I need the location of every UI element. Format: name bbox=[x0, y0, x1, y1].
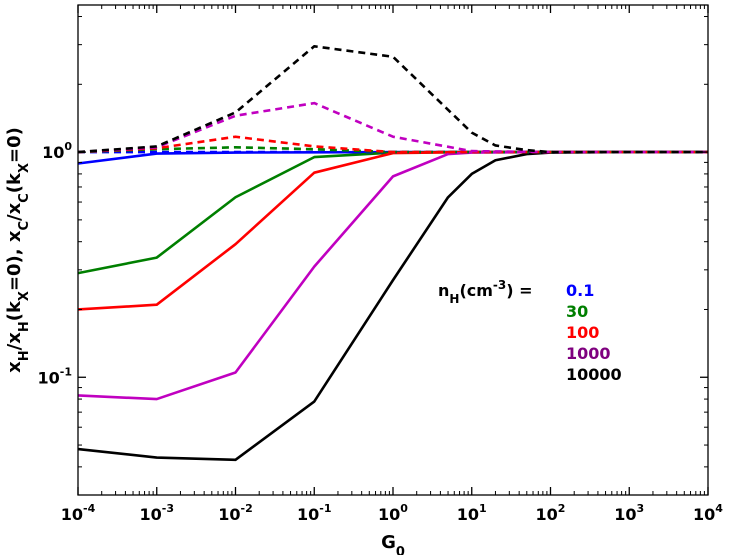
x-tick-label: 102 bbox=[536, 502, 566, 524]
series-line-xh-30 bbox=[77, 150, 708, 275]
y-tick-label: 100 bbox=[42, 140, 72, 162]
tick-base: 10 bbox=[140, 505, 162, 524]
tick-exponent: -4 bbox=[83, 502, 96, 515]
legend-entry: 10000 bbox=[566, 365, 622, 384]
tick-base: 10 bbox=[61, 505, 83, 524]
tick-base: 10 bbox=[218, 505, 240, 524]
tick-base: 10 bbox=[297, 505, 319, 524]
x-tick-label: 10-3 bbox=[140, 502, 175, 524]
series-line-xc-10000 bbox=[77, 44, 708, 154]
series-line-xh-10000 bbox=[77, 150, 708, 462]
plot-frame bbox=[77, 4, 709, 496]
series-layer bbox=[77, 44, 708, 462]
label-part: ) = bbox=[506, 281, 532, 300]
x-tick-label: 10-4 bbox=[61, 502, 96, 524]
label-part: H bbox=[17, 350, 32, 361]
tick-exponent: 0 bbox=[64, 140, 72, 153]
legend-entry: 1000 bbox=[566, 344, 611, 363]
label-part: H bbox=[449, 292, 459, 306]
legend-entry: 30 bbox=[566, 302, 588, 321]
series-line-xh-1000 bbox=[77, 150, 708, 401]
tick-base: 10 bbox=[378, 505, 400, 524]
legend-entry: 0.1 bbox=[566, 281, 594, 300]
tick-base: 10 bbox=[536, 505, 558, 524]
tick-base: 10 bbox=[614, 505, 636, 524]
tick-base: 10 bbox=[38, 368, 60, 387]
ticks-layer bbox=[77, 5, 709, 496]
x-tick-label: 103 bbox=[614, 502, 644, 524]
y-tick-label: 10-1 bbox=[38, 365, 73, 387]
x-axis-title: G0 bbox=[381, 532, 405, 555]
tick-exponent: 3 bbox=[637, 502, 645, 515]
labels-layer: 10-4 10-3 10-2 10-1 100 101 102 103 10410-1100G0… bbox=[4, 127, 723, 555]
label-part: C bbox=[17, 193, 32, 203]
label-part: =0) bbox=[4, 127, 25, 163]
y-axis-title: xH/xH(kX=0), xC/xC(kX=0) bbox=[4, 127, 32, 373]
label-part: H bbox=[17, 321, 32, 332]
label-part: /x bbox=[4, 202, 25, 221]
x-axis-title-base: G bbox=[381, 532, 396, 553]
label-part: X bbox=[17, 291, 32, 301]
x-tick-label: 101 bbox=[457, 502, 487, 524]
label-part: (k bbox=[4, 172, 25, 193]
tick-exponent: 4 bbox=[715, 502, 723, 515]
tick-exponent: -1 bbox=[60, 365, 72, 378]
label-part: x bbox=[4, 361, 25, 373]
tick-exponent: 2 bbox=[558, 502, 566, 515]
tick-base: 10 bbox=[693, 505, 715, 524]
label-part: (k bbox=[4, 300, 25, 321]
label-part: /x bbox=[4, 332, 25, 351]
tick-exponent: -2 bbox=[241, 502, 253, 515]
label-part: C bbox=[17, 221, 32, 231]
tick-base: 10 bbox=[42, 143, 64, 162]
label-part: X bbox=[17, 163, 32, 173]
tick-exponent: -3 bbox=[162, 502, 174, 515]
x-tick-label: 104 bbox=[693, 502, 723, 524]
x-tick-label: 10-2 bbox=[218, 502, 253, 524]
x-tick-label: 100 bbox=[378, 502, 408, 524]
legend-entry: 100 bbox=[566, 323, 599, 342]
label-part: n bbox=[438, 281, 449, 300]
x-tick-label: 10-1 bbox=[297, 502, 332, 524]
label-part: -3 bbox=[493, 278, 506, 292]
label-part: (cm bbox=[459, 281, 492, 300]
tick-exponent: 0 bbox=[400, 502, 408, 515]
tick-exponent: -1 bbox=[319, 502, 331, 515]
tick-exponent: 1 bbox=[479, 502, 487, 515]
series-line-xc-1000 bbox=[77, 101, 708, 154]
label-part: =0), x bbox=[4, 230, 25, 291]
legend-title: nH(cm-3) = bbox=[438, 278, 533, 306]
tick-base: 10 bbox=[457, 505, 479, 524]
legend: nH(cm-3) = 0.1 30 100 1000 10000 bbox=[438, 278, 622, 384]
x-axis-title-sub: 0 bbox=[396, 545, 405, 555]
series-line-xc-100 bbox=[77, 135, 708, 154]
